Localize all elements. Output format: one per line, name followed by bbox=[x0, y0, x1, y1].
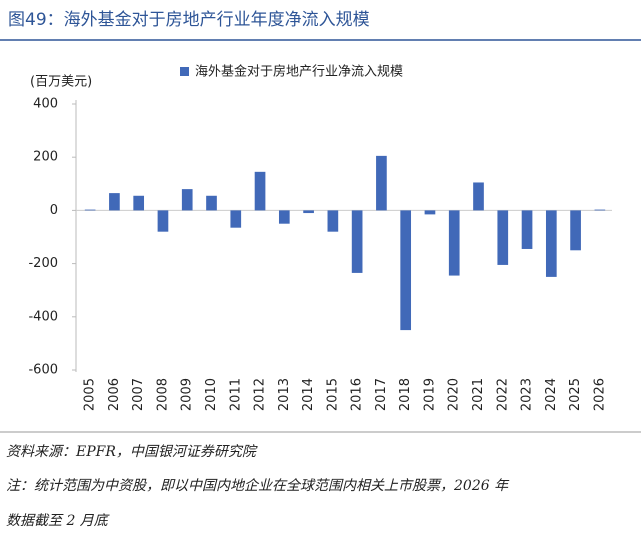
source: 资料来源：EPFR，中国银河证券研究院 bbox=[6, 444, 256, 460]
bar bbox=[133, 195, 145, 211]
bar bbox=[351, 210, 363, 273]
x-tick-label: 2007 bbox=[131, 378, 146, 411]
y-tick-label: -200 bbox=[28, 256, 58, 271]
x-tick-label: 2020 bbox=[447, 378, 462, 411]
legend-label: 海外基金对于房地产行业净流入规模 bbox=[195, 64, 403, 80]
x-tick-label: 2008 bbox=[155, 378, 170, 411]
note: 注：统计范围为中资股，即以中国内地企业在全球范围内相关上市股票，2026 年 bbox=[6, 478, 509, 494]
bar bbox=[303, 210, 314, 214]
bar bbox=[400, 210, 412, 331]
legend-swatch bbox=[180, 67, 189, 76]
bar bbox=[521, 210, 533, 249]
x-tick-label: 2009 bbox=[180, 378, 195, 411]
x-tick-label: 2024 bbox=[544, 378, 559, 411]
y-axis-label: (百万美元) bbox=[30, 75, 92, 90]
bar bbox=[448, 210, 460, 276]
x-tick-label: 2022 bbox=[495, 378, 510, 411]
bar bbox=[157, 210, 169, 232]
x-tick-label: 2018 bbox=[398, 378, 413, 411]
bar bbox=[424, 210, 436, 215]
bar bbox=[230, 210, 242, 228]
x-tick-label: 2005 bbox=[83, 378, 98, 411]
x-tick-label: 2011 bbox=[228, 378, 243, 411]
x-tick-label: 2023 bbox=[520, 378, 535, 411]
y-tick-label: 400 bbox=[33, 97, 58, 112]
bar bbox=[278, 210, 290, 224]
x-tick-label: 2016 bbox=[350, 378, 365, 411]
bar bbox=[497, 210, 509, 265]
x-tick-label: 2006 bbox=[107, 378, 122, 411]
x-tick-label: 2021 bbox=[471, 378, 486, 411]
bar bbox=[181, 189, 193, 211]
bar bbox=[206, 195, 217, 211]
x-tick-label: 2025 bbox=[568, 378, 583, 411]
y-tick-label: -600 bbox=[28, 363, 58, 378]
bar bbox=[545, 210, 557, 277]
bar bbox=[109, 193, 120, 211]
chart: 图49：海外基金对于房地产行业年度净流入规模 (百万美元) -600 -400 -2… bbox=[0, 10, 641, 433]
y-tick-label: 0 bbox=[50, 203, 58, 218]
x-tick-label: 2015 bbox=[325, 378, 340, 411]
x-tick-label: 2012 bbox=[253, 378, 268, 411]
bar bbox=[376, 155, 387, 211]
note: 数据截至 2 月底 bbox=[6, 513, 108, 529]
x-tick-label: 2017 bbox=[374, 378, 389, 411]
y-tick-label: -400 bbox=[28, 309, 58, 324]
bar bbox=[84, 209, 96, 211]
bar bbox=[254, 171, 266, 211]
x-tick-label: 2013 bbox=[277, 378, 292, 411]
bar bbox=[327, 210, 339, 232]
bar bbox=[473, 182, 484, 211]
chart-title: 图49：海外基金对于房地产行业年度净流入规模 bbox=[8, 10, 370, 30]
x-tick-label: 2014 bbox=[301, 378, 316, 411]
bar bbox=[570, 210, 581, 251]
x-tick-label: 2019 bbox=[422, 378, 437, 411]
y-tick-label: 200 bbox=[33, 150, 58, 165]
x-tick-label: 2026 bbox=[592, 378, 607, 411]
x-tick-label: 2010 bbox=[204, 378, 219, 411]
bar bbox=[594, 209, 606, 211]
